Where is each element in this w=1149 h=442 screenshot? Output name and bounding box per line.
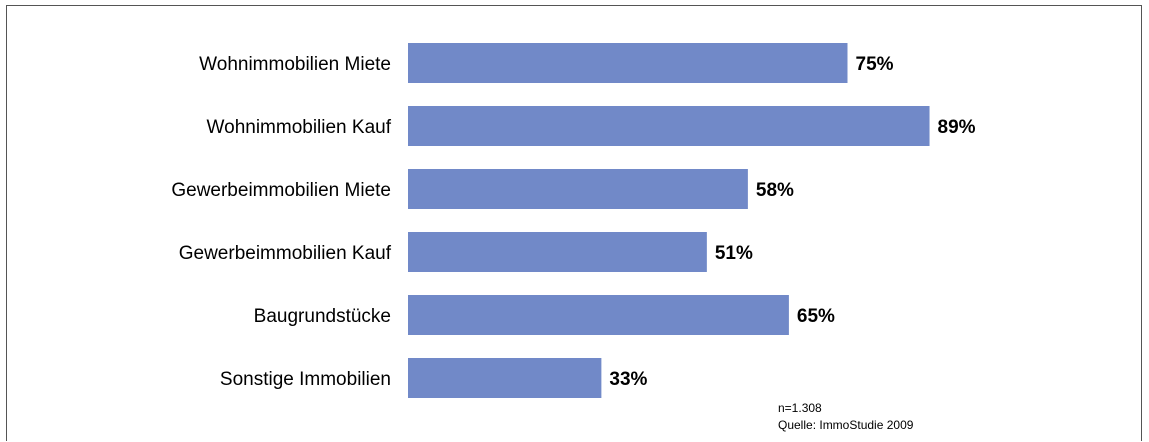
value-label: 75% [856, 54, 894, 75]
bar [408, 106, 930, 146]
value-label: 65% [797, 306, 835, 327]
sample-size-note: n=1.308 [778, 401, 822, 415]
category-label: Gewerbeimmobilien Miete [171, 180, 391, 201]
value-label: 89% [938, 117, 976, 138]
category-label: Wohnimmobilien Kauf [207, 117, 392, 138]
category-label: Sonstige Immobilien [220, 369, 391, 390]
value-label: 58% [756, 180, 794, 201]
category-label: Baugrundstücke [254, 306, 391, 327]
bar [408, 43, 848, 83]
source-note: Quelle: ImmoStudie 2009 [778, 418, 914, 432]
bar [408, 295, 789, 335]
bar [408, 169, 748, 209]
value-label: 51% [715, 243, 753, 264]
category-label: Gewerbeimmobilien Kauf [179, 243, 392, 264]
category-label: Wohnimmobilien Miete [199, 54, 391, 75]
bar [408, 358, 602, 398]
value-label: 33% [609, 369, 647, 390]
bar [408, 232, 707, 272]
